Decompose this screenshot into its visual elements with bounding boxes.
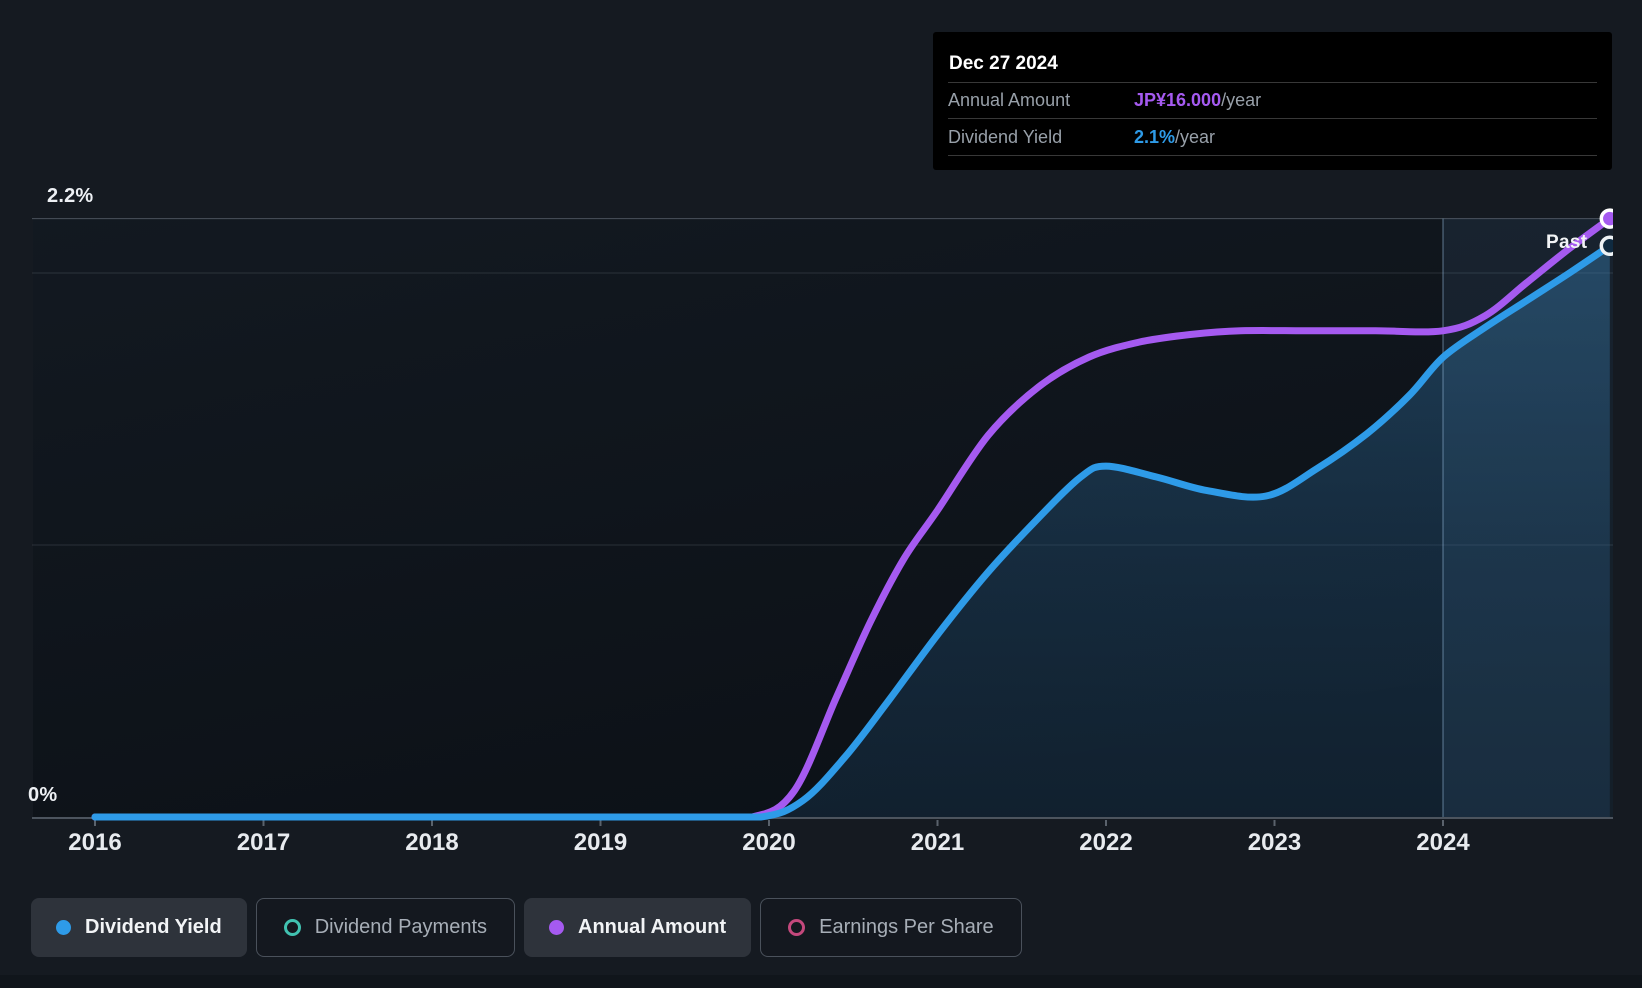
x-tick-label: 2024 xyxy=(1416,829,1470,856)
dividend-yield-dot-icon xyxy=(56,920,71,935)
tooltip-row-dividend-yield: Dividend Yield 2.1% /year xyxy=(948,118,1597,155)
x-tick-label: 2017 xyxy=(237,829,290,856)
legend-item-label: Dividend Payments xyxy=(314,916,488,938)
legend-item-dividend-payments[interactable]: Dividend Payments xyxy=(255,898,516,957)
tooltip-value-suffix: /year xyxy=(1175,126,1216,147)
tooltip-label: Annual Amount xyxy=(948,90,1071,110)
x-tick-label: 2023 xyxy=(1248,829,1301,856)
x-tick-label: 2016 xyxy=(68,829,121,856)
x-tick-label: 2019 xyxy=(574,829,627,856)
y-axis-max-label: 2.2% xyxy=(47,185,94,207)
chart-tooltip: Dec 27 2024 Annual Amount JP¥16.000 /yea… xyxy=(933,32,1612,170)
legend-item-dividend-yield[interactable]: Dividend Yield xyxy=(31,898,247,957)
dividend-yield-line[interactable] xyxy=(91,242,1613,821)
dividend-yield-area xyxy=(95,245,1610,818)
y-axis-zero-label: 0% xyxy=(28,784,58,806)
legend-item-label: Earnings Per Share xyxy=(819,916,994,938)
tooltip-value: 2.1% xyxy=(1134,126,1176,147)
tooltip-footer-divider xyxy=(948,155,1597,172)
annual-amount-dot-icon xyxy=(549,920,565,935)
legend-item-annual-amount[interactable]: Annual Amount xyxy=(524,898,752,957)
tooltip-row-annual-amount: Annual Amount JP¥16.000 /year xyxy=(948,82,1597,118)
x-tick-label: 2021 xyxy=(911,829,964,856)
tooltip-label: Dividend Yield xyxy=(948,126,1063,147)
annual-amount-endpoint-marker[interactable] xyxy=(1599,208,1618,229)
legend-item-label: Annual Amount xyxy=(578,916,727,938)
legend-item-label: Dividend Yield xyxy=(85,916,222,938)
tooltip-date: Dec 27 2024 xyxy=(949,52,1058,74)
tooltip-value-suffix: /year xyxy=(1221,90,1262,110)
earnings-per-share-ring-icon xyxy=(788,919,806,936)
dividend-payments-ring-icon xyxy=(283,919,301,936)
bottom-edge-strip xyxy=(0,975,1642,988)
past-region-label: Past xyxy=(1546,232,1588,253)
x-tick-label: 2018 xyxy=(405,829,458,856)
series-legend: Dividend Yield Dividend Payments Annual … xyxy=(31,898,1022,957)
x-tick-label: 2022 xyxy=(1079,829,1132,856)
x-tick-label: 2020 xyxy=(742,829,795,856)
legend-item-earnings-per-share[interactable]: Earnings Per Share xyxy=(760,898,1022,957)
past-region-band xyxy=(1443,218,1613,818)
tooltip-value: JP¥16.000 xyxy=(1134,90,1222,110)
dividend-yield-endpoint-marker[interactable] xyxy=(1599,235,1618,257)
